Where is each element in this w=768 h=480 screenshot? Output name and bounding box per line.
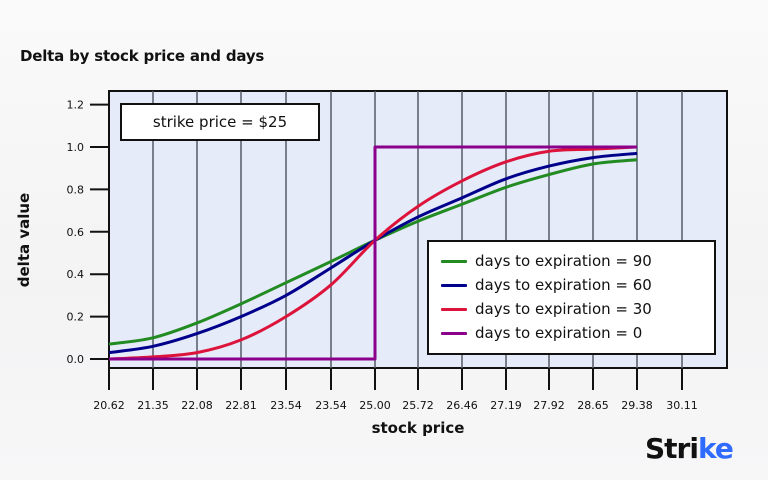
y-tick-label: 0.0: [67, 353, 85, 366]
legend-item-90: days to expiration = 90: [441, 249, 714, 273]
x-tick-label: 27.19: [490, 399, 522, 412]
legend-swatch-30: [441, 307, 467, 311]
y-tick-label: 0.4: [67, 268, 85, 281]
y-tick-label: 1.2: [67, 99, 85, 112]
logo-accent: ke: [697, 432, 734, 465]
chart-title: Delta by stock price and days: [20, 47, 265, 65]
legend-item-0: days to expiration = 0: [441, 321, 714, 345]
strike-price-text: strike price = $25: [152, 113, 288, 131]
x-tick-label: 25.72: [402, 399, 434, 412]
x-tick-label: 30.11: [666, 399, 698, 412]
y-tick-label: 0.6: [67, 226, 85, 239]
x-tick-label: 27.92: [533, 399, 565, 412]
x-tick-label: 22.08: [181, 399, 213, 412]
x-tick-label: 21.35: [137, 399, 169, 412]
legend-label: days to expiration = 60: [475, 276, 652, 294]
x-tick-label: 22.81: [225, 399, 257, 412]
y-axis-label: delta value: [15, 192, 33, 288]
x-tick-label: 25.00: [359, 399, 391, 412]
legend-label: days to expiration = 30: [475, 300, 652, 318]
y-tick-label: 1.0: [67, 141, 85, 154]
series-line-0-days: [109, 145, 637, 361]
y-tick-label: 0.8: [67, 183, 85, 196]
legend-label: days to expiration = 90: [475, 252, 652, 270]
legend-swatch-0: [441, 331, 467, 335]
logo-main: Stri: [645, 432, 699, 465]
strike-price-annotation: strike price = $25: [120, 103, 320, 141]
x-tick-label: 20.62: [93, 399, 125, 412]
x-tick-label: 26.46: [446, 399, 478, 412]
legend-swatch-60: [441, 283, 467, 287]
x-tick-label: 28.65: [577, 399, 609, 412]
legend-item-30: days to expiration = 30: [441, 297, 714, 321]
x-axis-label: stock price: [371, 419, 465, 437]
legend-swatch-90: [441, 259, 467, 263]
x-tick-label: 23.54: [315, 399, 347, 412]
legend-label: days to expiration = 0: [475, 324, 643, 342]
y-tick-label: 0.2: [67, 311, 85, 324]
x-tick-label: 29.38: [621, 399, 653, 412]
x-tick-label: 23.54: [270, 399, 302, 412]
chart-legend: days to expiration = 90 days to expirati…: [427, 240, 716, 355]
legend-item-60: days to expiration = 60: [441, 273, 714, 297]
strike-logo: Strike: [645, 432, 734, 465]
